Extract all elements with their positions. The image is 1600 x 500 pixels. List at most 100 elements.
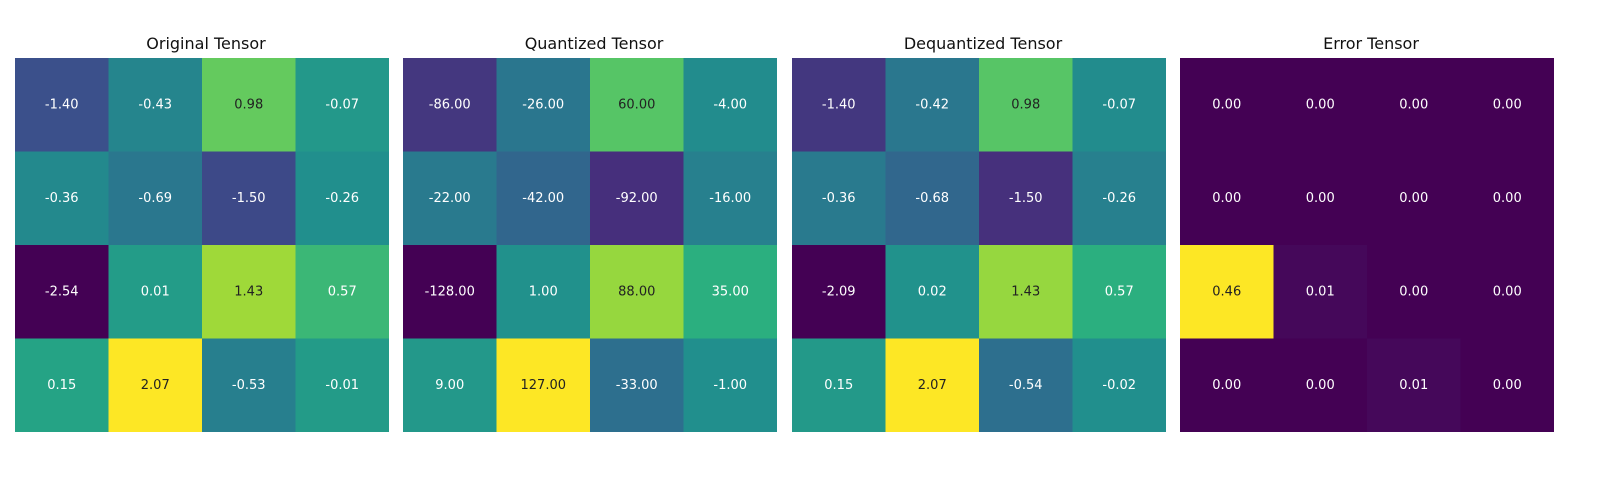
heatmap-cell-label: 0.00 bbox=[1493, 378, 1522, 393]
heatmap-cell bbox=[590, 151, 684, 246]
heatmap-cell-label: -1.40 bbox=[822, 97, 856, 112]
heatmap-cell bbox=[1460, 338, 1554, 432]
heatmap-cell bbox=[683, 58, 777, 152]
heatmap-cell bbox=[1460, 151, 1554, 246]
heatmap-cell bbox=[1180, 245, 1274, 339]
heatmap-cell-label: 0.15 bbox=[47, 378, 76, 393]
heatmap-cell-label: 0.98 bbox=[1011, 97, 1040, 112]
heatmap-cell-label: -0.36 bbox=[45, 191, 79, 206]
heatmap-cell bbox=[590, 245, 684, 339]
heatmap-cell bbox=[1460, 58, 1554, 152]
chart-title: Quantized Tensor bbox=[524, 34, 664, 53]
heatmap-panel-error: Error Tensor 0.00 0.00 0.00 0.00 0.00 0.00 0.0… bbox=[1180, 30, 1562, 432]
heatmap-cell-label: 1.43 bbox=[234, 284, 263, 299]
heatmap-cell-label: 88.00 bbox=[618, 284, 655, 299]
heatmap-cell-label: 0.00 bbox=[1306, 97, 1335, 112]
heatmap-cell-label: -26.00 bbox=[522, 97, 564, 112]
heatmap-cell bbox=[590, 58, 684, 152]
heatmap-cell-label: -86.00 bbox=[429, 97, 471, 112]
heatmap-cell bbox=[1367, 245, 1461, 339]
heatmap-cell bbox=[885, 245, 980, 339]
heatmap-cell-label: 9.00 bbox=[435, 378, 464, 393]
heatmap-cell bbox=[202, 338, 296, 432]
heatmap-cell-label: -128.00 bbox=[425, 284, 475, 299]
heatmap-cell-label: 0.00 bbox=[1306, 191, 1335, 206]
heatmap-cell bbox=[1273, 58, 1368, 152]
heatmap-cell bbox=[496, 58, 591, 152]
heatmap-cell bbox=[979, 338, 1073, 432]
heatmap-cell bbox=[1273, 338, 1368, 432]
heatmap-cell-label: 0.00 bbox=[1493, 97, 1522, 112]
heatmap-quantized: -86.00 -26.00 60.00 -4.00 -22.00 -42.00 -92.00… bbox=[403, 58, 777, 432]
heatmap-cell bbox=[403, 338, 497, 432]
heatmap-cell bbox=[202, 151, 296, 246]
heatmap-cell bbox=[108, 151, 203, 246]
heatmap-cell bbox=[792, 338, 886, 432]
heatmap-cell-label: 0.00 bbox=[1212, 97, 1241, 112]
heatmap-cell-label: -33.00 bbox=[616, 378, 658, 393]
heatmap-cell-label: 0.00 bbox=[1399, 97, 1428, 112]
heatmap-cell bbox=[1072, 151, 1166, 246]
heatmap-cell bbox=[108, 58, 203, 152]
heatmap-cell-label: 0.57 bbox=[1105, 284, 1134, 299]
heatmap-cell bbox=[15, 245, 109, 339]
heatmap-cell bbox=[496, 245, 591, 339]
heatmap-cell-label: -22.00 bbox=[429, 191, 471, 206]
heatmap-original: -1.40 -0.43 0.98 -0.07 -0.36 -0.69 -1.50 -0.26 -… bbox=[15, 58, 389, 432]
heatmap-panel-dequantized: Dequantized Tensor -1.40 -0.42 0.98 -0.07 -0… bbox=[792, 30, 1174, 432]
heatmap-cell bbox=[496, 338, 591, 432]
heatmap-cell-label: 0.46 bbox=[1212, 284, 1241, 299]
heatmap-cell-label: -0.69 bbox=[138, 191, 172, 206]
heatmap-cell-label: 0.00 bbox=[1212, 378, 1241, 393]
heatmap-cell-label: 1.00 bbox=[529, 284, 558, 299]
heatmap-cell-label: 0.01 bbox=[141, 284, 170, 299]
heatmap-cell bbox=[295, 245, 389, 339]
heatmap-cell bbox=[979, 58, 1073, 152]
heatmap-cell bbox=[792, 58, 886, 152]
heatmap-cell-label: -0.07 bbox=[1102, 97, 1136, 112]
heatmap-cell bbox=[792, 151, 886, 246]
heatmap-cell bbox=[1180, 58, 1274, 152]
heatmap-cell bbox=[108, 338, 203, 432]
heatmap-cell bbox=[1460, 245, 1554, 339]
heatmap-cell bbox=[885, 338, 980, 432]
heatmap-cell-label: -0.54 bbox=[1009, 378, 1043, 393]
heatmap-cell-label: -0.02 bbox=[1102, 378, 1136, 393]
heatmap-cell-label: 0.00 bbox=[1212, 191, 1241, 206]
heatmap-cell-label: 0.00 bbox=[1399, 191, 1428, 206]
heatmap-cell-label: -4.00 bbox=[713, 97, 747, 112]
heatmap-cell bbox=[885, 151, 980, 246]
heatmap-cell bbox=[979, 245, 1073, 339]
heatmap-cell bbox=[1367, 58, 1461, 152]
heatmap-cell-label: 60.00 bbox=[618, 97, 655, 112]
chart-title: Original Tensor bbox=[146, 34, 266, 53]
heatmap-error: 0.00 0.00 0.00 0.00 0.00 0.00 0.00 0.00 0.46 0.01… bbox=[1180, 58, 1554, 432]
heatmap-cell-label: 35.00 bbox=[712, 284, 749, 299]
heatmap-cell bbox=[202, 58, 296, 152]
heatmap-cell bbox=[885, 58, 980, 152]
chart-title: Error Tensor bbox=[1323, 34, 1419, 53]
heatmap-cell-label: -42.00 bbox=[522, 191, 564, 206]
heatmap-cell bbox=[108, 245, 203, 339]
heatmap-cell-label: 0.00 bbox=[1399, 284, 1428, 299]
heatmap-cell-label: 0.57 bbox=[328, 284, 357, 299]
heatmap-cell bbox=[15, 58, 109, 152]
heatmap-panel-original: Original Tensor -1.40 -0.43 0.98 -0.07 -0.36… bbox=[15, 30, 397, 432]
heatmap-cell-label: 0.01 bbox=[1399, 378, 1428, 393]
heatmap-panel-quantized: Quantized Tensor -86.00 -26.00 60.00 -4.00-… bbox=[403, 30, 785, 432]
heatmap-cell-label: -0.43 bbox=[138, 97, 172, 112]
heatmap-cell-label: -0.26 bbox=[325, 191, 359, 206]
heatmap-cell bbox=[15, 338, 109, 432]
heatmap-cell-label: -0.36 bbox=[822, 191, 856, 206]
heatmap-cell bbox=[1367, 338, 1461, 432]
heatmap-cell-label: 2.07 bbox=[918, 378, 947, 393]
heatmap-cell bbox=[403, 58, 497, 152]
heatmap-cell-label: -1.50 bbox=[1009, 191, 1043, 206]
heatmap-cell bbox=[295, 151, 389, 246]
heatmap-cell bbox=[979, 151, 1073, 246]
heatmap-cell-label: -92.00 bbox=[616, 191, 658, 206]
heatmap-cell-label: -0.53 bbox=[232, 378, 266, 393]
heatmap-cell-label: -2.09 bbox=[822, 284, 856, 299]
heatmap-cell-label: -1.40 bbox=[45, 97, 79, 112]
heatmap-cell bbox=[15, 151, 109, 246]
